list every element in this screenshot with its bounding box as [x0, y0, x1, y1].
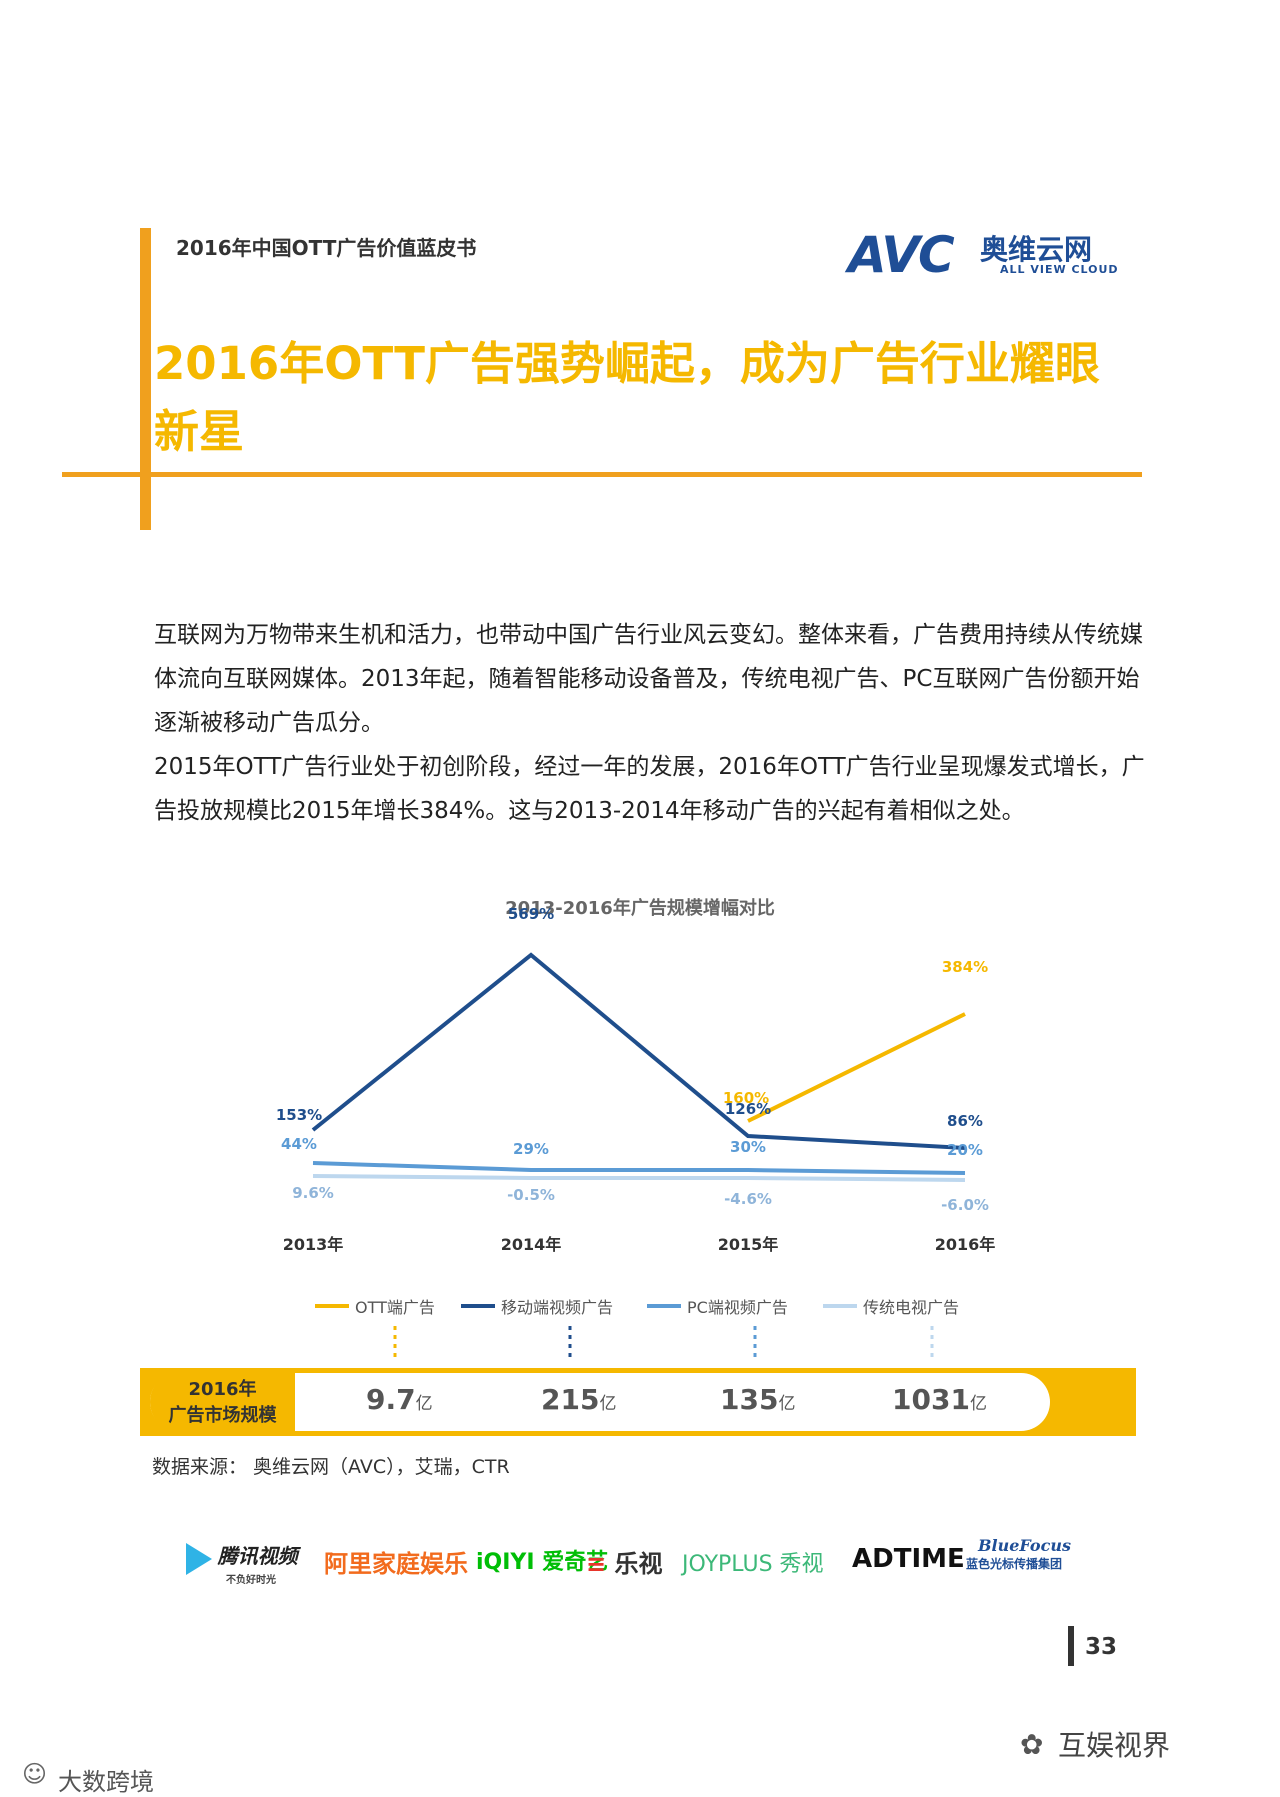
market-value-number: 135	[720, 1383, 779, 1416]
legend-label: OTT端广告	[355, 1298, 435, 1317]
data-label: 30%	[730, 1138, 766, 1156]
market-value-unit: 亿	[599, 1394, 617, 1414]
market-value-pc: 135亿	[720, 1383, 795, 1416]
legend-swatch	[461, 1304, 495, 1308]
legend-swatch	[315, 1304, 349, 1308]
legend-label: 传统电视广告	[863, 1298, 960, 1317]
market-value-unit: 亿	[778, 1394, 796, 1414]
market-value-number: 9.7	[366, 1383, 416, 1416]
series-line	[312, 1174, 966, 1182]
watermark-right: 互娱视界	[1058, 1729, 1171, 1762]
market-value-tv: 1031亿	[892, 1383, 987, 1416]
x-tick-label: 2013年	[283, 1235, 344, 1254]
data-source: 数据来源： 奥维云网（AVC），艾瑞，CTR	[152, 1456, 510, 1478]
accent-vertical-bar	[140, 228, 151, 530]
partner-iqiyi: iQIYI 爱奇艺	[476, 1550, 609, 1575]
data-label: 126%	[725, 1100, 771, 1118]
x-tick-label: 2015年	[718, 1235, 779, 1254]
data-label: 20%	[947, 1141, 983, 1159]
partner-name: 腾讯视频	[217, 1544, 298, 1568]
paragraph-2: 2015年OTT广告行业处于初创阶段，经过一年的发展，2016年OTT广告行业呈…	[154, 754, 1145, 824]
data-label: 9.6%	[292, 1184, 334, 1202]
market-value-number: 215	[541, 1383, 600, 1416]
partner-letv: ≡ 乐视	[586, 1544, 662, 1579]
page-headline: 2016年OTT广告强势崛起，成为广告行业耀眼新星	[154, 337, 1100, 458]
document-title: 2016年中国OTT广告价值蓝皮书	[176, 236, 477, 260]
data-label: -4.6%	[724, 1190, 772, 1208]
legend-swatch	[647, 1304, 681, 1308]
page-number: 33	[1085, 1634, 1118, 1660]
series-line	[747, 1012, 966, 1123]
headline-underline	[62, 472, 1142, 477]
play-icon	[186, 1542, 212, 1575]
logo-avc-text: AVC	[848, 226, 955, 284]
logo-en-text: ALL VIEW CLOUD	[1000, 263, 1119, 276]
legend-item: 移动端视频广告	[461, 1294, 613, 1318]
partner-name: 乐视	[614, 1550, 663, 1578]
data-label: 29%	[513, 1140, 549, 1158]
data-label: 44%	[281, 1135, 317, 1153]
legend-swatch	[823, 1304, 857, 1308]
data-label: 86%	[947, 1112, 983, 1130]
data-label: 160%	[723, 1089, 769, 1107]
data-label: 384%	[942, 958, 988, 976]
letv-icon: ≡	[586, 1550, 607, 1578]
x-tick-label: 2014年	[501, 1235, 562, 1254]
partner-bluefocus: BlueFocus 蓝色光标传播集团	[966, 1536, 1071, 1572]
legend-label: PC端视频广告	[687, 1298, 788, 1317]
legend-item: OTT端广告	[315, 1294, 435, 1318]
data-label: -6.0%	[941, 1196, 989, 1214]
legend-label: 移动端视频广告	[501, 1298, 614, 1317]
market-value-mobile: 215亿	[541, 1383, 616, 1416]
market-value-unit: 亿	[969, 1394, 987, 1414]
legend-item: 传统电视广告	[823, 1294, 959, 1318]
body-text: 互联网为万物带来生机和活力，也带动中国广告行业风云变幻。整体来看，广告费用持续从…	[154, 613, 1154, 833]
watermark-logo-icon: ☺	[22, 1760, 48, 1788]
market-size-pill	[150, 1373, 1050, 1431]
partner-adtime: ADTIME	[852, 1544, 965, 1574]
market-label-line2: 广告市场规模	[168, 1405, 277, 1426]
market-value-number: 1031	[892, 1383, 970, 1416]
data-label: -0.5%	[507, 1186, 555, 1204]
partner-sub: 不负好时光	[226, 1574, 276, 1586]
series-line	[312, 1161, 966, 1175]
x-tick-label: 2016年	[935, 1235, 996, 1254]
logo-cn-text: 奥维云网	[980, 233, 1093, 266]
partner-tencent: 腾讯视频 不负好时光	[186, 1540, 298, 1586]
partner-sub: 蓝色光标传播集团	[966, 1557, 1063, 1571]
partner-name: BlueFocus	[978, 1536, 1071, 1555]
avc-logo: AVC 奥维云网 ALL VIEW CLOUD	[848, 226, 1138, 286]
partner-joyplus: JOYPLUS 秀视	[682, 1552, 824, 1577]
data-label: 153%	[276, 1106, 322, 1124]
chart-title: 2013-2016年广告规模增幅对比	[505, 898, 775, 919]
legend-item: PC端视频广告	[647, 1294, 788, 1318]
data-label: 569%	[508, 905, 554, 923]
partner-ali: 阿里家庭娱乐	[324, 1550, 468, 1578]
market-value-unit: 亿	[415, 1394, 433, 1414]
market-size-label: 2016年 广告市场规模	[150, 1371, 295, 1433]
market-value-ott: 9.7亿	[366, 1383, 433, 1416]
wechat-icon: ✿	[1020, 1728, 1044, 1761]
watermark-left: 大数跨境	[58, 1768, 154, 1796]
page-number-bar	[1068, 1626, 1074, 1666]
series-line	[311, 952, 966, 1150]
paragraph-1: 互联网为万物带来生机和活力，也带动中国广告行业风云变幻。整体来看，广告费用持续从…	[154, 622, 1143, 736]
market-label-line1: 2016年	[188, 1379, 257, 1400]
